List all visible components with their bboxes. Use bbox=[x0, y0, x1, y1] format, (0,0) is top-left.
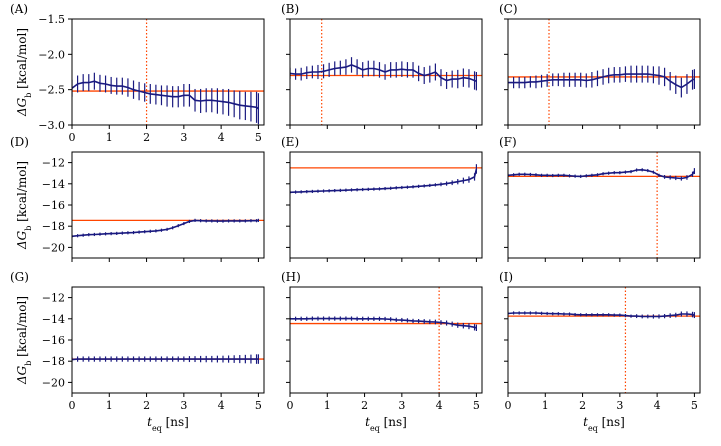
x-tick-label: 1 bbox=[106, 399, 113, 412]
x-tick-label: 0 bbox=[69, 399, 76, 412]
x-tick-label: 4 bbox=[218, 131, 225, 144]
series-line bbox=[72, 219, 259, 238]
x-tick-label: 0 bbox=[287, 399, 294, 412]
panel-label: (H) bbox=[281, 270, 301, 284]
axes-frame bbox=[507, 286, 701, 394]
panel-i: 0 1 2 3 4 5 (I) teq [ns] bbox=[499, 270, 701, 433]
plot-area bbox=[508, 19, 700, 125]
panel-e: (E) bbox=[281, 135, 483, 262]
panel-b: (B) bbox=[281, 2, 483, 129]
plot-area bbox=[290, 164, 482, 194]
y-tick-label: −12 bbox=[42, 292, 65, 305]
plot-area bbox=[508, 152, 700, 258]
panel-label: (E) bbox=[281, 135, 299, 149]
plot-area bbox=[72, 218, 264, 238]
x-tick-label: 5 bbox=[691, 399, 698, 412]
series-line bbox=[72, 358, 259, 361]
axes-frame bbox=[289, 286, 483, 394]
y-tick-label: −16 bbox=[42, 199, 65, 212]
plot-area bbox=[72, 19, 264, 125]
y-tick-label: −3.0 bbox=[38, 119, 65, 132]
x-tick-label: 3 bbox=[398, 399, 405, 412]
series-line bbox=[290, 64, 477, 82]
panel-label: (C) bbox=[499, 2, 518, 16]
x-tick-label: 2 bbox=[143, 399, 150, 412]
x-tick-label: 1 bbox=[542, 399, 549, 412]
y-tick-label: −14 bbox=[42, 313, 65, 326]
panel-a: 0 1 2 3 4 5 −3.0 −2.5 −2.0 −1.5 (A) ΔGb [kcal/mol] bbox=[10, 2, 265, 144]
panel-label: (G) bbox=[10, 270, 29, 284]
panel-g: 0 1 2 3 4 5 −20 −18 −16 −14 −12 (G) ΔGb [kcal/mol] te… bbox=[10, 270, 265, 433]
plot-area bbox=[290, 287, 482, 393]
series-line bbox=[290, 317, 477, 329]
x-tick-label: 5 bbox=[473, 399, 480, 412]
y-tick-label: −20 bbox=[42, 241, 65, 254]
x-tick-label: 2 bbox=[361, 399, 368, 412]
axes-frame bbox=[71, 286, 265, 394]
series-line bbox=[72, 80, 259, 110]
y-tick-label: −1.5 bbox=[38, 13, 65, 26]
series-line bbox=[290, 168, 478, 194]
series-line bbox=[508, 73, 695, 89]
x-tick-label: 1 bbox=[106, 131, 113, 144]
panel-d: −20 −18 −16 −14 −12 (D) ΔGb [kcal/mol] bbox=[10, 135, 265, 262]
y-axis-label: ΔGb [kcal/mol] bbox=[15, 161, 33, 250]
y-tick-label: −12 bbox=[42, 157, 65, 170]
y-tick-label: −16 bbox=[42, 334, 65, 347]
panel-f: (F) bbox=[499, 135, 701, 262]
y-tick-label: −2.0 bbox=[38, 48, 65, 61]
x-tick-label: 0 bbox=[69, 131, 76, 144]
panel-label: (I) bbox=[499, 270, 513, 284]
x-axis-label: teq [ns] bbox=[583, 415, 625, 433]
axes-frame bbox=[71, 18, 265, 126]
x-tick-label: 0 bbox=[505, 399, 512, 412]
x-tick-label: 4 bbox=[654, 399, 661, 412]
series-line bbox=[508, 312, 695, 318]
axes-frame bbox=[507, 151, 701, 259]
y-tick-label: −20 bbox=[42, 376, 65, 389]
x-tick-label: 4 bbox=[436, 399, 443, 412]
y-axis-label: ΔGb [kcal/mol] bbox=[15, 296, 33, 385]
x-tick-label: 5 bbox=[255, 399, 262, 412]
plot-area bbox=[508, 287, 700, 393]
x-tick-label: 5 bbox=[255, 131, 262, 144]
panel-c: (C) bbox=[499, 2, 701, 129]
y-tick-label: −2.5 bbox=[38, 84, 65, 97]
x-tick-label: 4 bbox=[218, 399, 225, 412]
x-tick-label: 3 bbox=[180, 399, 187, 412]
x-axis-label: teq [ns] bbox=[147, 415, 189, 433]
x-tick-label: 2 bbox=[579, 399, 586, 412]
panel-h: 0 1 2 3 4 5 (H) teq [ns] bbox=[281, 270, 483, 433]
panel-label: (D) bbox=[10, 135, 29, 149]
x-tick-label: 3 bbox=[180, 131, 187, 144]
plot-area bbox=[72, 354, 264, 364]
y-axis-label: ΔGb [kcal/mol] bbox=[15, 28, 33, 117]
panel-label: (A) bbox=[10, 2, 28, 16]
series-line bbox=[508, 168, 696, 180]
y-tick-label: −14 bbox=[42, 178, 65, 191]
x-tick-label: 1 bbox=[324, 399, 331, 412]
panel-label: (F) bbox=[499, 135, 517, 149]
x-axis-label: teq [ns] bbox=[365, 415, 407, 433]
panel-label: (B) bbox=[281, 2, 299, 16]
axes-frame bbox=[507, 18, 701, 126]
plot-area bbox=[290, 19, 482, 125]
x-tick-label: 2 bbox=[143, 131, 150, 144]
axes-frame bbox=[71, 151, 265, 259]
y-tick-label: −18 bbox=[42, 355, 65, 368]
y-tick-label: −18 bbox=[42, 220, 65, 233]
axes-frame bbox=[289, 18, 483, 126]
x-tick-label: 3 bbox=[616, 399, 623, 412]
